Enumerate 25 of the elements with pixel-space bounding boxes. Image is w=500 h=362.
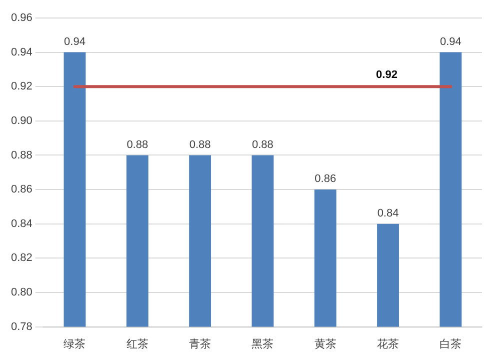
y-tick-label: 0.96 — [10, 12, 32, 24]
x-tick-label: 绿茶 — [64, 337, 86, 350]
y-tick-label: 0.90 — [10, 114, 32, 127]
y-tick-label: 0.86 — [10, 184, 32, 196]
data-label: 0.94 — [64, 36, 86, 48]
y-tick-label: 0.84 — [10, 218, 32, 230]
data-label: 0.94 — [440, 36, 462, 48]
y-tick-label: 0.78 — [10, 320, 32, 333]
ref-line-label: 0.92 — [376, 69, 398, 82]
y-tick-label: 0.80 — [10, 286, 32, 299]
x-tick-label: 黑茶 — [252, 337, 274, 350]
x-tick-label: 青茶 — [189, 337, 212, 350]
y-tick-label: 0.82 — [10, 252, 32, 264]
x-tick-label: 花茶 — [377, 337, 400, 350]
y-tick-label: 0.92 — [10, 80, 32, 93]
data-label: 0.88 — [126, 138, 148, 151]
x-tick-label: 白茶 — [440, 337, 462, 350]
data-label: 0.84 — [377, 207, 399, 220]
x-tick-label: 红茶 — [126, 337, 148, 350]
data-label: 0.88 — [252, 138, 274, 151]
data-label: 0.86 — [314, 173, 336, 186]
x-tick-label: 黄茶 — [314, 337, 336, 350]
y-tick-label: 0.94 — [10, 46, 32, 58]
y-tick-label: 0.88 — [10, 149, 32, 162]
data-label: 0.88 — [189, 138, 211, 151]
